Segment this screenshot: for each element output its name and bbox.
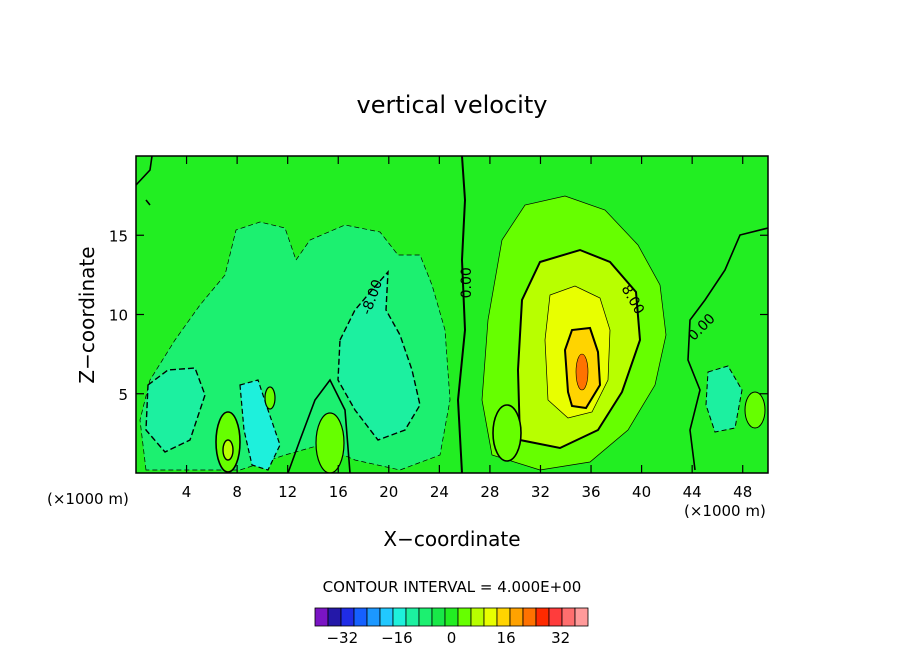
colorbar-swatch xyxy=(574,607,589,627)
x-tick-label: 44 xyxy=(683,483,702,501)
colorbar-swatch xyxy=(353,607,368,627)
x-tick-label: 32 xyxy=(531,483,550,501)
y-axis-label: Z−coordinate xyxy=(75,246,99,383)
colorbar-swatch xyxy=(496,607,511,627)
updraft-core xyxy=(575,353,589,391)
colorbar-swatch xyxy=(418,607,433,627)
x-tick-label: 36 xyxy=(581,483,600,501)
colorbar-swatch xyxy=(444,607,459,627)
y-tick-label: 10 xyxy=(109,307,128,325)
velocity-field xyxy=(136,156,768,473)
colorbar-swatch xyxy=(535,607,550,627)
colorbar-tick-label: 0 xyxy=(447,629,457,647)
x-tick-label: 28 xyxy=(480,483,499,501)
colorbar-swatch xyxy=(314,607,329,627)
x-tick-label: 24 xyxy=(430,483,449,501)
downdraft-core-left xyxy=(145,367,206,453)
downdraft-region-inner xyxy=(337,270,421,441)
updraft-cell-a xyxy=(492,404,522,462)
colorbar-swatch xyxy=(548,607,563,627)
y-tick-label: 5 xyxy=(118,386,128,404)
updraft-cell-e xyxy=(744,391,766,429)
colorbar-swatch xyxy=(470,607,485,627)
colorbar-swatch xyxy=(379,607,394,627)
colorbar-tick-label: −32 xyxy=(326,629,358,647)
colorbar-swatch xyxy=(509,607,524,627)
contour-label: 0.00 xyxy=(459,267,475,298)
zero-contour-central xyxy=(456,156,467,473)
colorbar-swatch xyxy=(457,607,472,627)
chart-title: vertical velocity xyxy=(357,91,548,119)
colorbar-swatch xyxy=(561,607,576,627)
colorbar-tick-labels: −32 −16 0 16 32 xyxy=(326,629,570,647)
zero-contour-top-left xyxy=(136,156,153,206)
y-tick-label: 15 xyxy=(109,227,128,245)
colorbar-swatch xyxy=(392,607,407,627)
x-tick-label: 12 xyxy=(278,483,297,501)
x-axis-ticks: 4 8 12 16 20 24 28 32 36 40 44 48 xyxy=(182,156,752,501)
updraft-cell-c xyxy=(315,412,345,473)
colorbar-tick-label: 32 xyxy=(551,629,570,647)
colorbar xyxy=(314,607,589,627)
x-tick-label: 48 xyxy=(733,483,752,501)
x-tick-label: 4 xyxy=(182,483,192,501)
colorbar-swatch xyxy=(483,607,498,627)
colorbar-swatch xyxy=(405,607,420,627)
x-tick-label: 40 xyxy=(632,483,651,501)
downdraft-core-mid xyxy=(239,379,281,471)
updraft-cell-b-core xyxy=(222,439,234,461)
colorbar-swatch xyxy=(340,607,355,627)
updraft-cell-d xyxy=(264,386,276,410)
colorbar-tick-label: −16 xyxy=(381,629,413,647)
x-unit-right: (×1000 m) xyxy=(684,502,766,520)
x-tick-label: 8 xyxy=(232,483,242,501)
zero-contour-right xyxy=(687,227,768,471)
colorbar-swatch xyxy=(327,607,342,627)
downdraft-core-right xyxy=(705,365,743,433)
colorbar-swatch xyxy=(431,607,446,627)
x-tick-label: 20 xyxy=(379,483,398,501)
colorbar-tick-label: 16 xyxy=(497,629,516,647)
colorbar-swatch xyxy=(366,607,381,627)
x-unit-left: (×1000 m) xyxy=(47,490,129,508)
x-axis-label: X−coordinate xyxy=(383,527,520,551)
y-axis-ticks: 5 10 15 xyxy=(109,227,768,404)
x-tick-label: 16 xyxy=(329,483,348,501)
colorbar-swatch xyxy=(522,607,537,627)
zero-contour-bottom xyxy=(287,378,351,473)
contour-interval-text: CONTOUR INTERVAL = 4.000E+00 xyxy=(323,578,582,596)
